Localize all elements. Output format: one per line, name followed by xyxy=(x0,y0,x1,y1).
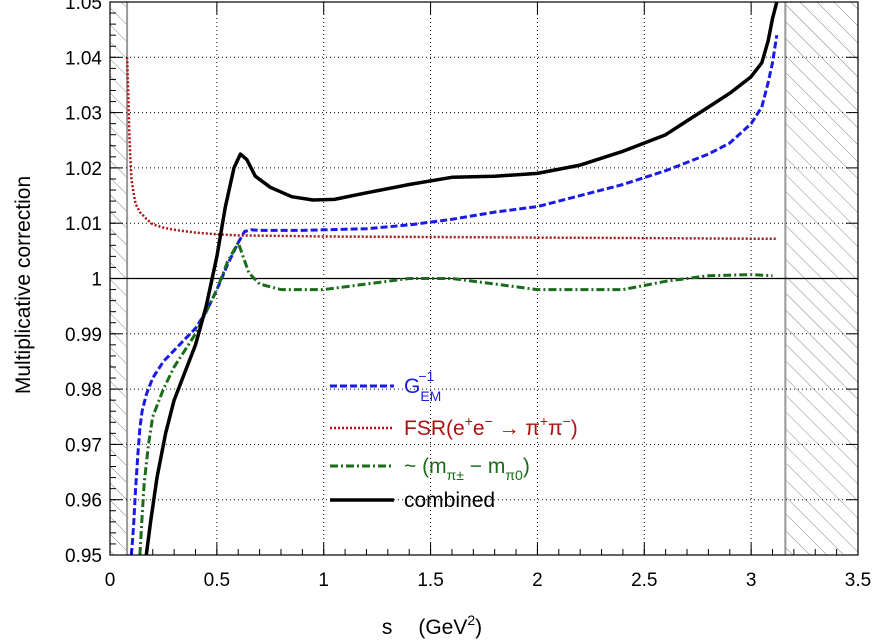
y-tick-label-2: 0.97 xyxy=(65,435,102,456)
x-axis-unit-prefix: (GeV xyxy=(418,616,467,639)
series-layer xyxy=(125,2,779,555)
legend-label-gem: GEM−1 xyxy=(404,368,441,404)
x-tick-label-5: 2.5 xyxy=(631,570,657,591)
y-tick-label-5: 1 xyxy=(91,270,102,291)
x-axis-unit-exponent: 2 xyxy=(467,612,475,628)
series-line-3 xyxy=(144,2,779,555)
y-tick-label-10: 1.05 xyxy=(65,0,102,14)
x-tick-label-6: 3 xyxy=(746,570,757,591)
y-tick-label-0: 0.95 xyxy=(65,546,102,567)
x-tick-label-4: 2 xyxy=(532,570,543,591)
y-tick-label-7: 1.02 xyxy=(65,159,102,180)
y-tick-label-4: 0.99 xyxy=(65,325,102,346)
x-tick-label-0: 0 xyxy=(105,570,116,591)
x-tick-label-3: 1.5 xyxy=(417,570,443,591)
x-tick-label-7: 3.5 xyxy=(845,570,871,591)
series-line-2 xyxy=(138,241,773,555)
y-tick-label-9: 1.04 xyxy=(65,48,102,69)
legend: GEM−1 FSR(e+e− → π+π−) ~ (mπ± − mπ0) com… xyxy=(330,368,578,512)
legend-label-combined: combined xyxy=(404,489,495,512)
tick-labels: 0 0.5 1 1.5 2 2.5 3 3.5 0.95 0.96 0.97 0.98 0.99 1 1.0… xyxy=(65,0,871,591)
legend-label-fsr: FSR(e+e− → π+π−) xyxy=(404,413,578,440)
x-axis-unit-suffix: ) xyxy=(475,616,482,639)
y-tick-label-6: 1.01 xyxy=(65,214,102,235)
x-axis-title: s (GeV2) xyxy=(382,612,482,639)
plot-frame xyxy=(109,1,859,556)
y-tick-label-8: 1.03 xyxy=(65,104,102,125)
x-axis-variable: s xyxy=(382,616,393,639)
y-tick-label-3: 0.98 xyxy=(65,380,102,401)
legend-label-mpi: ~ (mπ± − mπ0) xyxy=(404,455,530,483)
x-tick-label-2: 1 xyxy=(318,570,329,591)
y-tick-label-1: 0.96 xyxy=(65,491,102,512)
x-tick-label-1: 0.5 xyxy=(204,570,230,591)
y-axis-title: Multiplicative correction xyxy=(12,176,35,394)
series-line-0 xyxy=(129,34,779,555)
